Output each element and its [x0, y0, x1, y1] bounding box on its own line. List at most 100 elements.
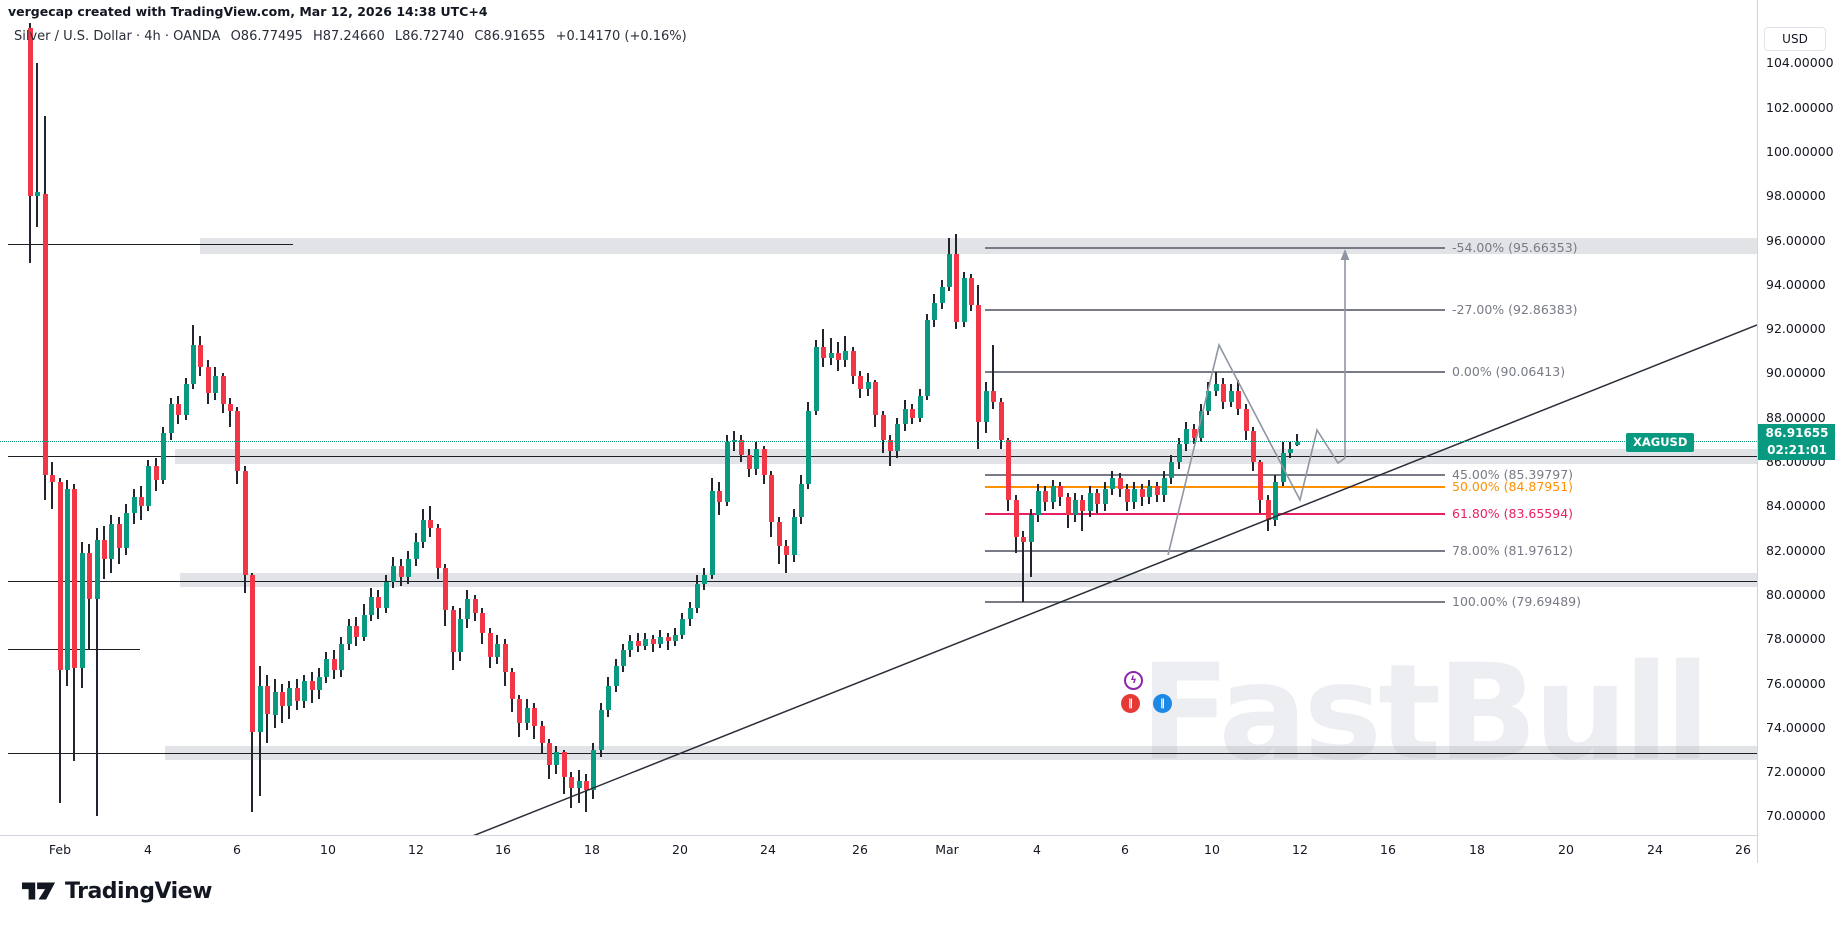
- candle[interactable]: [405, 559, 411, 578]
- candle[interactable]: [998, 402, 1004, 440]
- candle[interactable]: [1257, 462, 1263, 500]
- price-axis[interactable]: USD 104.00000 102.00000 100.00000 98.00000 9…: [1757, 0, 1835, 863]
- candle[interactable]: [605, 685, 611, 711]
- time-axis[interactable]: Feb 4 6 10 12 16 18 20 24 26 Mar 4 6 10 12 16 18 20 24 26: [0, 835, 1757, 863]
- fib-level-line[interactable]: [985, 474, 1445, 477]
- candle[interactable]: [123, 512, 129, 549]
- candle[interactable]: [1013, 499, 1019, 538]
- candle[interactable]: [1235, 391, 1241, 409]
- candle[interactable]: [1139, 488, 1145, 498]
- fib-level-label[interactable]: 50.00% (84.87951): [1452, 478, 1574, 494]
- candle[interactable]: [361, 614, 367, 637]
- candle[interactable]: [27, 27, 33, 197]
- candle[interactable]: [257, 685, 263, 733]
- candle[interactable]: [183, 384, 189, 416]
- candle[interactable]: [153, 466, 159, 480]
- candle[interactable]: [1079, 499, 1085, 511]
- candle[interactable]: [1072, 499, 1078, 516]
- fib-level-line[interactable]: [985, 512, 1445, 515]
- candle[interactable]: [1228, 391, 1234, 403]
- candle[interactable]: [249, 574, 255, 733]
- candle[interactable]: [86, 552, 92, 600]
- candle[interactable]: [590, 749, 596, 790]
- candle[interactable]: [1131, 488, 1137, 502]
- fib-level-label[interactable]: -27.00% (92.86383): [1452, 301, 1578, 317]
- candle[interactable]: [1028, 515, 1034, 542]
- candle[interactable]: [242, 470, 248, 575]
- drawn-horizontal-line[interactable]: [8, 456, 1757, 457]
- candle[interactable]: [301, 681, 307, 702]
- candle[interactable]: [368, 597, 374, 615]
- candle[interactable]: [227, 404, 233, 412]
- candle[interactable]: [1087, 493, 1093, 511]
- candle[interactable]: [383, 581, 389, 609]
- candle[interactable]: [338, 643, 344, 671]
- fib-level-label[interactable]: 78.00% (81.97612): [1452, 543, 1574, 559]
- candle[interactable]: [887, 439, 893, 451]
- candle[interactable]: [635, 641, 641, 646]
- candle[interactable]: [1168, 462, 1174, 478]
- candle[interactable]: [457, 619, 463, 653]
- candle[interactable]: [576, 780, 582, 788]
- candle[interactable]: [175, 404, 181, 416]
- fib-level-line[interactable]: [985, 370, 1445, 373]
- candle[interactable]: [390, 566, 396, 582]
- ascending-trendline[interactable]: [450, 324, 1757, 835]
- candle[interactable]: [828, 353, 834, 358]
- candle[interactable]: [709, 490, 715, 575]
- candle[interactable]: [57, 481, 63, 671]
- candle[interactable]: [190, 344, 196, 385]
- candle[interactable]: [880, 415, 886, 440]
- candle[interactable]: [353, 625, 359, 637]
- candle[interactable]: [101, 539, 107, 560]
- candle[interactable]: [820, 346, 826, 358]
- candle[interactable]: [516, 699, 522, 724]
- candle[interactable]: [872, 382, 878, 416]
- candle[interactable]: [1109, 477, 1115, 489]
- candle[interactable]: [464, 599, 470, 620]
- candle[interactable]: [746, 455, 752, 469]
- candle[interactable]: [761, 448, 767, 476]
- candle[interactable]: [561, 752, 567, 777]
- candle[interactable]: [435, 528, 441, 569]
- candle[interactable]: [1294, 441, 1300, 445]
- candle[interactable]: [413, 541, 419, 560]
- candle[interactable]: [939, 287, 945, 303]
- candle[interactable]: [71, 488, 77, 668]
- candle[interactable]: [850, 351, 856, 376]
- candle[interactable]: [212, 375, 218, 394]
- candle[interactable]: [472, 599, 478, 613]
- candle[interactable]: [813, 346, 819, 412]
- candle[interactable]: [842, 351, 848, 361]
- candle[interactable]: [1250, 430, 1256, 462]
- candle[interactable]: [331, 659, 337, 671]
- fib-level-label[interactable]: 61.80% (83.65594): [1452, 505, 1574, 521]
- candle[interactable]: [494, 643, 500, 657]
- fib-level-line[interactable]: [985, 550, 1445, 553]
- candle[interactable]: [442, 568, 448, 611]
- candle[interactable]: [1198, 411, 1204, 438]
- support-resistance-band[interactable]: [180, 573, 1757, 587]
- candle[interactable]: [865, 382, 871, 389]
- candle[interactable]: [753, 448, 759, 469]
- candle[interactable]: [509, 672, 515, 699]
- candle[interactable]: [687, 608, 693, 620]
- candle[interactable]: [917, 395, 923, 418]
- candle[interactable]: [568, 776, 574, 788]
- candle[interactable]: [953, 253, 959, 323]
- candle[interactable]: [1117, 477, 1123, 489]
- symbol-title[interactable]: Silver / U.S. Dollar · 4h · OANDA: [14, 29, 221, 44]
- candle[interactable]: [961, 278, 967, 323]
- candle[interactable]: [220, 375, 226, 405]
- candle[interactable]: [553, 752, 559, 766]
- candle[interactable]: [583, 780, 589, 790]
- candle[interactable]: [1287, 448, 1293, 454]
- candle[interactable]: [1243, 408, 1249, 431]
- drawn-horizontal-line[interactable]: [8, 580, 1757, 582]
- chart-plot-area[interactable]: FastBull -54.00% (95.66353) -27.00% (92.8…: [0, 0, 1757, 835]
- candle[interactable]: [990, 391, 996, 403]
- blue-dot-icon[interactable]: ‖: [1153, 694, 1172, 713]
- candle[interactable]: [502, 643, 508, 673]
- fib-level-line[interactable]: [985, 308, 1445, 311]
- candle[interactable]: [1191, 428, 1197, 438]
